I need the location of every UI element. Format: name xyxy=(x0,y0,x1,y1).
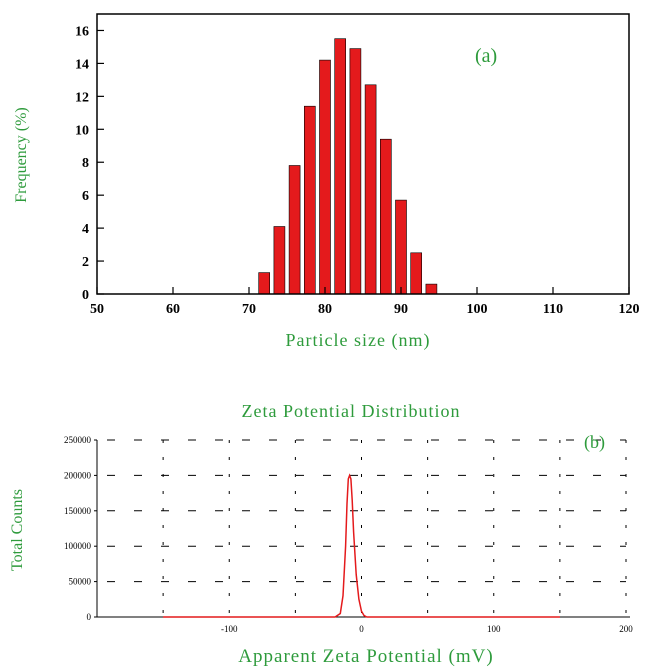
x-tick-label: 200 xyxy=(619,624,633,634)
y-tick-label: 50000 xyxy=(69,577,92,587)
x-axis: 50 60 70 80 90 100 110 120 xyxy=(90,287,640,317)
x-tick-label: 100 xyxy=(467,302,488,317)
bar xyxy=(303,105,316,295)
zeta-curve xyxy=(163,473,560,618)
x-axis: -100 0 100 200 xyxy=(221,624,633,634)
y-tick-label: 14 xyxy=(75,57,89,72)
panel-label: (a) xyxy=(475,45,497,67)
x-tick-label: 60 xyxy=(166,302,180,317)
y-tick-label: 8 xyxy=(82,156,89,171)
particle-size-chart: 0 2 4 6 8 10 12 14 16 50 60 70 80 90 100 110 120 (a) Pa… xyxy=(13,13,640,351)
grid xyxy=(107,439,627,617)
y-tick-label: 10 xyxy=(75,123,89,138)
y-axis: 0 2 4 6 8 10 12 14 16 xyxy=(75,24,104,303)
y-tick-label: 6 xyxy=(82,189,89,204)
x-tick-label: 50 xyxy=(90,302,104,317)
y-axis: 0 50000 100000 150000 200000 250000 xyxy=(64,435,97,622)
bar xyxy=(258,272,271,295)
bar xyxy=(349,48,362,295)
y-axis-label: Total Counts xyxy=(9,489,26,571)
line-series xyxy=(163,473,560,618)
x-tick-label: 90 xyxy=(394,302,408,317)
plot-frame xyxy=(96,13,630,295)
y-tick-label: 0 xyxy=(82,288,89,303)
bar xyxy=(379,138,392,295)
y-tick-label: 0 xyxy=(87,612,92,622)
bar xyxy=(273,226,286,295)
y-tick-label: 150000 xyxy=(64,506,92,516)
x-tick-label: 100 xyxy=(487,624,501,634)
bar-series xyxy=(258,38,438,295)
bar xyxy=(410,252,423,295)
x-axis-label: Apparent Zeta Potential (mV) xyxy=(238,646,493,667)
bar xyxy=(395,199,407,295)
y-tick-label: 100000 xyxy=(64,541,92,551)
bar xyxy=(334,38,347,295)
x-tick-label: 120 xyxy=(619,302,640,317)
x-tick-label: 70 xyxy=(242,302,256,317)
x-tick-label: -100 xyxy=(221,624,238,634)
y-axis-label: Frequency (%) xyxy=(13,107,30,203)
panel-label: (b) xyxy=(584,432,605,453)
x-tick-label: 80 xyxy=(318,302,332,317)
zeta-potential-chart: Zeta Potential Distribution 0 50000 100000… xyxy=(9,401,633,667)
y-tick-label: 12 xyxy=(75,90,89,105)
x-axis-label: Particle size (nm) xyxy=(286,330,431,351)
y-tick-label: 2 xyxy=(82,255,89,270)
bar xyxy=(364,84,377,295)
bar xyxy=(288,165,301,295)
bar xyxy=(319,59,331,295)
chart-title: Zeta Potential Distribution xyxy=(242,401,461,421)
y-tick-label: 4 xyxy=(82,222,89,237)
x-tick-label: 0 xyxy=(359,624,364,634)
x-tick-label: 110 xyxy=(543,302,563,317)
bar xyxy=(425,283,438,295)
y-tick-label: 16 xyxy=(75,24,89,39)
y-tick-label: 250000 xyxy=(64,435,92,445)
y-tick-label: 200000 xyxy=(64,470,92,480)
